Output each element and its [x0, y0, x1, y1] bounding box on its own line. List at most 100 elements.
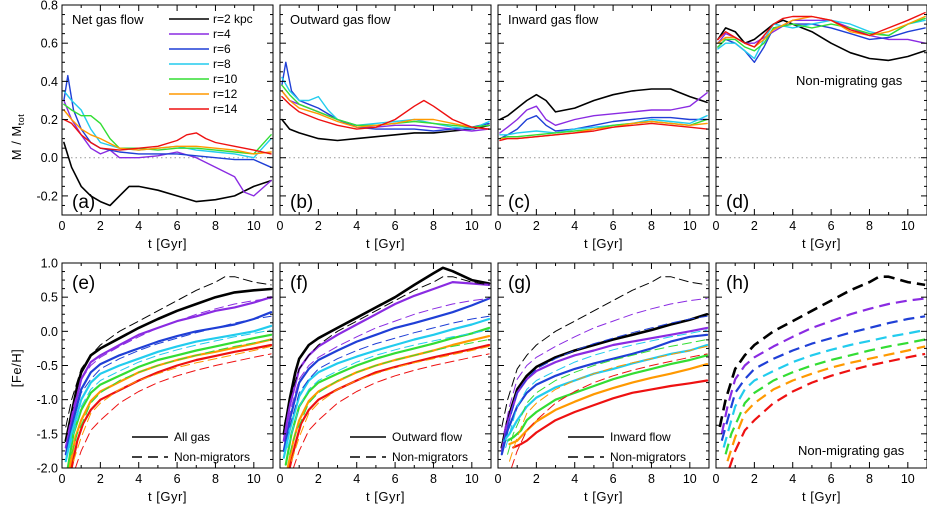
- panel-g: 0 2 4 6 8 10 t [Gyr] (g) Inward flow Non-migrator…: [495, 262, 710, 504]
- legend-label: r=6: [213, 42, 231, 56]
- x-tick-label: 0: [277, 219, 284, 233]
- legend-label: Outward flow: [392, 430, 462, 444]
- y-tick-label: 0.4: [41, 75, 58, 89]
- series-line: [286, 335, 491, 468]
- legend-label: r=8: [213, 57, 231, 71]
- panel-d: 0 2 4 6 8 10 t [Gyr] (d) Non-migrating gas: [713, 4, 927, 251]
- x-tick-label: 6: [392, 472, 399, 486]
- x-axis-label: t [Gyr]: [584, 489, 623, 504]
- series-line: [499, 92, 708, 134]
- series-line: [64, 311, 273, 456]
- panel-title: Net gas flow: [72, 12, 144, 27]
- x-tick-label: 2: [751, 219, 758, 233]
- x-tick-label: 6: [610, 219, 617, 233]
- x-tick-label: 2: [97, 219, 104, 233]
- series-line: [499, 88, 708, 121]
- x-tick-label: 6: [610, 472, 617, 486]
- series-line: [503, 298, 708, 435]
- x-axis-label: t [Gyr]: [802, 489, 841, 504]
- series-line: [68, 338, 273, 468]
- x-tick-label: 8: [648, 219, 655, 233]
- series-line: [717, 11, 926, 48]
- series-line: [65, 276, 272, 428]
- y-tick-label: 0.0: [41, 151, 58, 165]
- series-line: [499, 114, 708, 136]
- x-tick-label: 0: [59, 219, 66, 233]
- y-axis-label-top-sub: tot: [16, 114, 26, 126]
- x-tick-label: 4: [789, 472, 796, 486]
- x-tick-label: 6: [392, 219, 399, 233]
- x-tick-label: 4: [135, 219, 142, 233]
- panel-title: Inward gas flow: [508, 12, 599, 27]
- legend-label: r=12: [213, 87, 238, 101]
- series-line: [63, 99, 272, 197]
- series-line: [507, 339, 708, 455]
- panel-annotation: Non-migrating gas: [796, 73, 903, 88]
- x-tick-label: 0: [277, 472, 284, 486]
- series-group: [281, 61, 490, 142]
- series-line: [292, 353, 490, 468]
- panel-b: 0 2 4 6 8 10 t [Gyr] (b) Outward gas flow: [277, 4, 492, 251]
- series-line: [720, 297, 926, 435]
- series-line: [63, 118, 272, 155]
- x-axis-label: t [Gyr]: [802, 236, 841, 251]
- series-line: [70, 343, 273, 468]
- series-line: [508, 363, 709, 446]
- legend-label: Non-migrators: [392, 450, 468, 464]
- legend-label: All gas: [174, 430, 210, 444]
- series-line: [500, 326, 709, 452]
- y-tick-label: -0.5: [36, 359, 58, 373]
- series-line: [291, 345, 490, 462]
- series-line: [67, 315, 272, 442]
- y-tick-label: 0.0: [41, 325, 58, 339]
- series-group: [64, 276, 273, 468]
- series-group: [499, 88, 708, 142]
- series-group: [282, 266, 491, 468]
- series-line: [724, 338, 926, 455]
- x-tick-label: 0: [713, 472, 720, 486]
- series-group: [718, 275, 926, 468]
- x-tick-label: 10: [465, 472, 479, 486]
- x-tick-label: 4: [571, 472, 578, 486]
- x-tick-label: 8: [866, 219, 873, 233]
- y-tick-label: 0.8: [41, 0, 58, 13]
- series-group: [500, 276, 709, 468]
- x-axis-label: t [Gyr]: [366, 236, 405, 251]
- series-line: [718, 275, 926, 428]
- x-tick-label: 6: [174, 472, 181, 486]
- x-tick-label: 4: [135, 472, 142, 486]
- panel-a: 0 2 4 6 8 10 t [Gyr] -0.2 0.0 0.2 0.4 0.6 0.8 (a) Net …: [36, 0, 274, 251]
- legend-label: r=2 kpc: [213, 12, 253, 26]
- series-line: [510, 353, 708, 468]
- panel-c: 0 2 4 6 8 10 t [Gyr] (c) Inward gas flow: [495, 4, 710, 251]
- panel-letter: (g): [508, 273, 531, 294]
- panel-letter: (a): [72, 192, 95, 213]
- series-line: [281, 95, 490, 130]
- x-tick-label: 2: [533, 472, 540, 486]
- x-tick-label: 6: [828, 219, 835, 233]
- panel-h: 0 2 4 6 8 10 t [Gyr] (h) Non-migrating gas: [713, 262, 927, 504]
- x-tick-label: 6: [828, 472, 835, 486]
- y-tick-label: 0.6: [41, 37, 58, 51]
- series-line: [512, 379, 709, 449]
- panel-e: 0 2 4 6 8 10 t [Gyr] -2.0 -1.5 -1.0 -0.5 0.0 0.5 1.0 (…: [36, 257, 274, 504]
- series-line: [281, 90, 490, 130]
- x-tick-label: 2: [315, 219, 322, 233]
- x-tick-label: 0: [495, 472, 502, 486]
- series-line: [287, 329, 490, 448]
- series-line: [63, 109, 272, 155]
- legend-label: r=4: [213, 27, 231, 41]
- panel-letter: (f): [290, 273, 308, 294]
- series-line: [281, 61, 490, 132]
- series-line: [717, 17, 926, 52]
- x-tick-label: 0: [495, 219, 502, 233]
- x-tick-label: 2: [97, 472, 104, 486]
- y-axis-label-top: M / Mtot: [9, 114, 26, 161]
- y-tick-label: -2.0: [36, 462, 58, 476]
- series-line: [64, 324, 273, 463]
- panel-annotation: Non-migrating gas: [798, 443, 905, 458]
- panel-frame: [715, 4, 927, 216]
- series-line: [64, 287, 273, 443]
- series-line: [285, 298, 490, 435]
